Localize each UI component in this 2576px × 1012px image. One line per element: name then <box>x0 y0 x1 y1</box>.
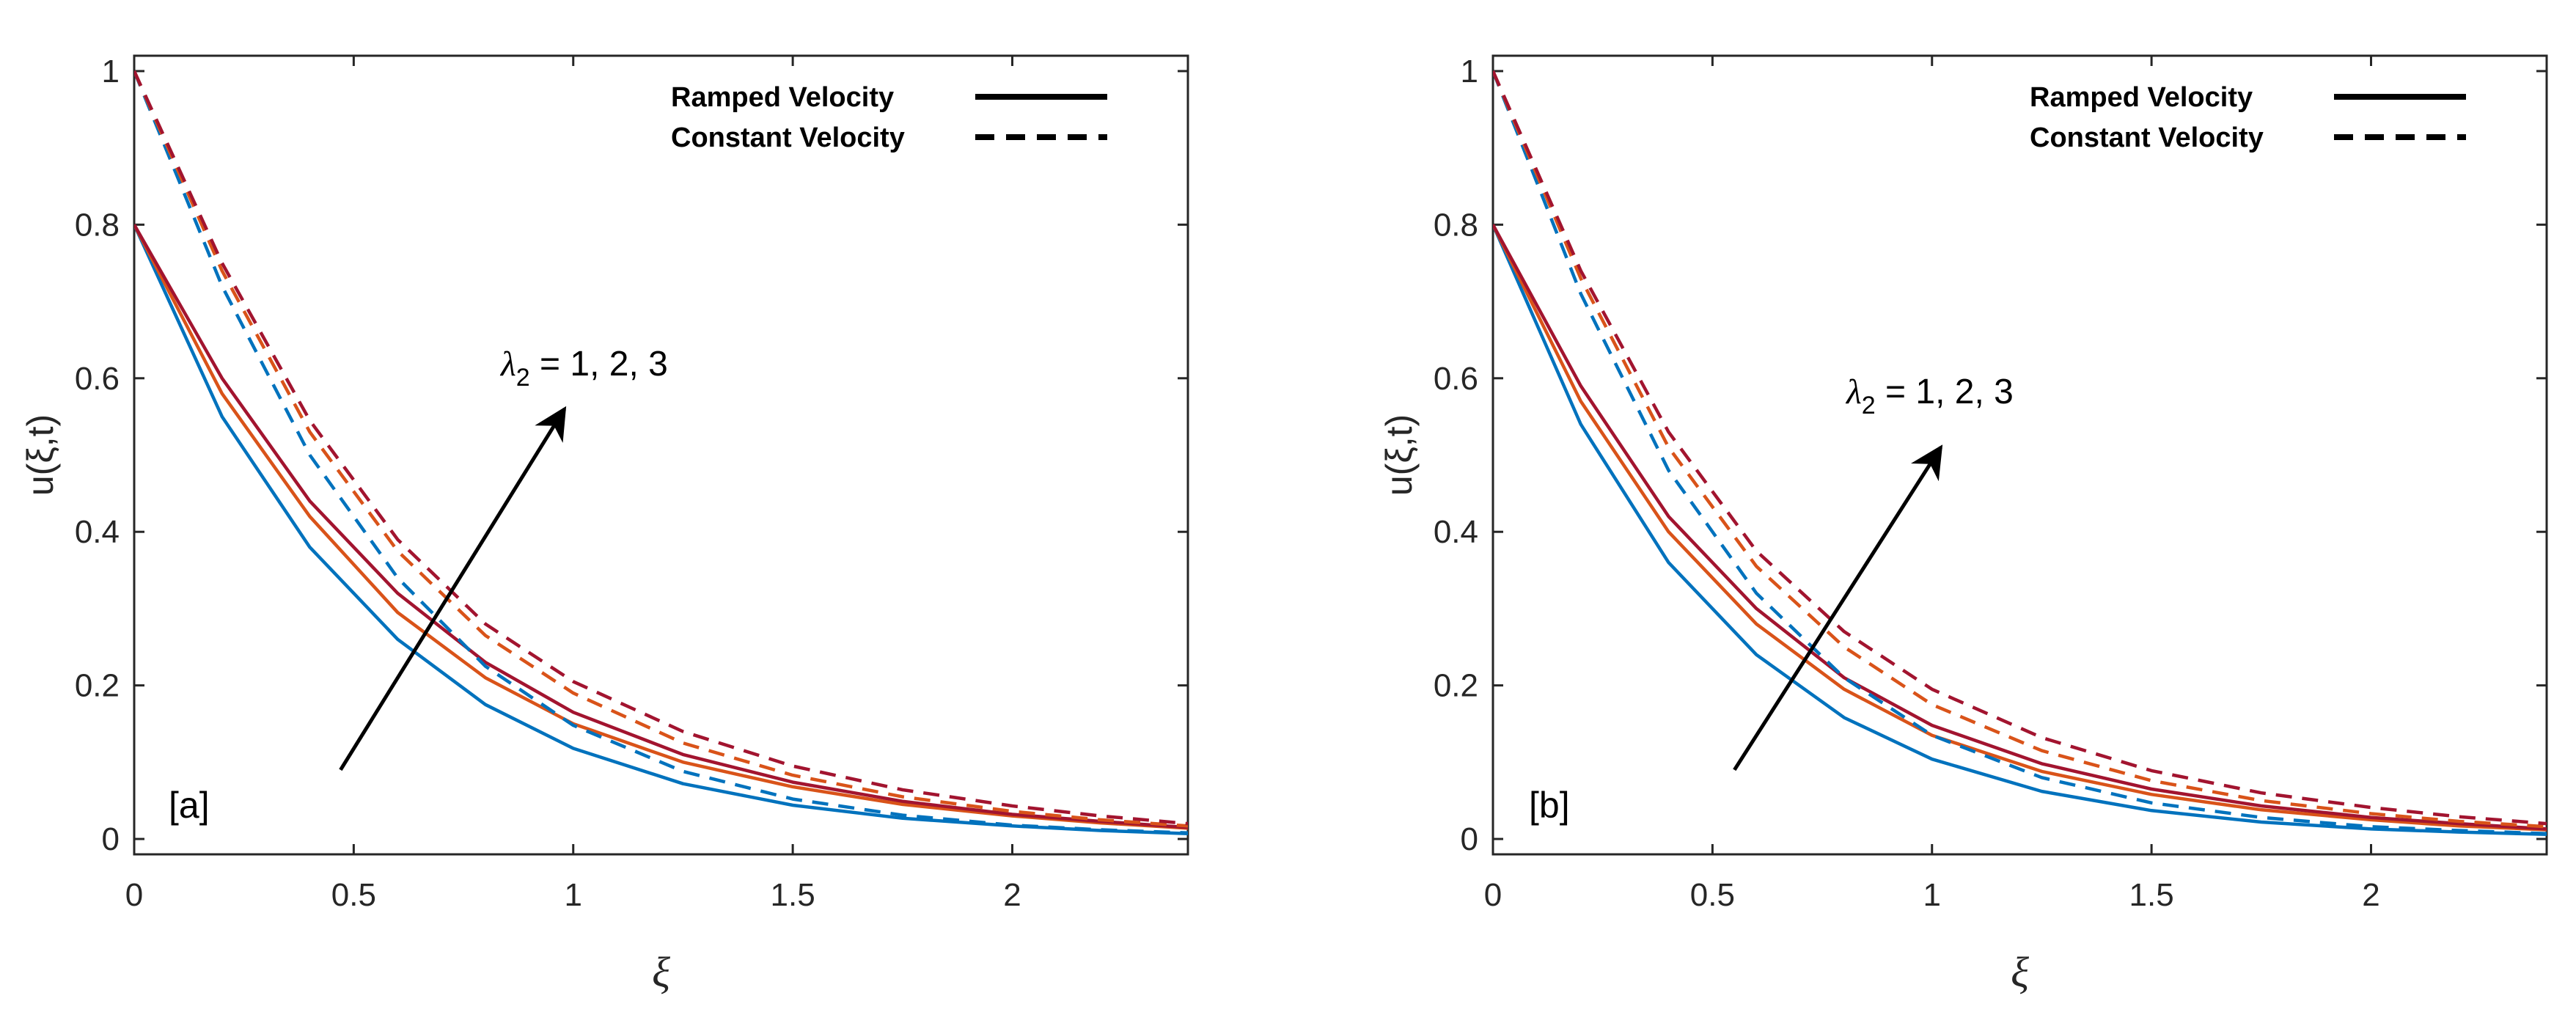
x-tick-label: 0 <box>1484 877 1502 913</box>
series-group <box>134 70 1188 835</box>
legend-label: Constant Velocity <box>671 122 905 153</box>
y-tick-label: 1 <box>102 54 120 89</box>
series-line-ramped <box>1493 224 2547 837</box>
series-line-ramped <box>134 224 1188 835</box>
annotation-label: λ2 = 1, 2, 3 <box>499 345 668 392</box>
annotation-label: λ2 = 1, 2, 3 <box>1845 373 2014 419</box>
y-tick-label: 0 <box>102 821 120 857</box>
series-line-constant <box>1493 70 2547 826</box>
y-tick-label: 0.6 <box>1434 361 1478 397</box>
annotation-values: = 1, 2, 3 <box>530 345 668 384</box>
annotation-subscript: 2 <box>1862 392 1876 419</box>
series-line-constant <box>134 70 1188 835</box>
annotation-arrow <box>339 406 567 771</box>
y-tick-label: 0.2 <box>75 668 120 704</box>
panel-label: [a] <box>169 785 210 826</box>
chart-panel-b: 0 0.5 1 1.5 2 0 0.2 0.4 0.6 0.8 1 ξ u(ξ,t) Ramped Vel… <box>1379 54 2548 996</box>
panels: 0 0.5 1 1.5 2 0 0.2 0.4 0.6 0.8 1 ξ u(ξ,t) Ramped Vel… <box>20 54 2548 996</box>
annotation-values: = 1, 2, 3 <box>1876 373 2014 411</box>
annotation-arrow <box>1733 444 1943 771</box>
x-tick-label: 1 <box>565 877 582 913</box>
y-axis-label: u(ξ,t) <box>20 414 61 496</box>
x-tick-label: 0.5 <box>1690 877 1735 913</box>
panel-label: [b] <box>1529 785 1570 826</box>
x-tick-label: 2 <box>1003 877 1021 913</box>
y-tick-label: 0.8 <box>75 207 120 243</box>
y-tick-label: 0.4 <box>1434 514 1478 550</box>
series-group <box>1493 70 2547 837</box>
series-line-ramped <box>1493 224 2547 831</box>
plot-frame <box>1491 54 2548 856</box>
chart-panel-a: 0 0.5 1 1.5 2 0 0.2 0.4 0.6 0.8 1 ξ u(ξ,t) Ramped Vel… <box>20 54 1189 996</box>
x-tick-label: 1.5 <box>2129 877 2174 913</box>
y-tick-label: 0.4 <box>75 514 120 550</box>
annotation-lambda: λ <box>499 345 516 384</box>
series-line-ramped <box>134 224 1188 829</box>
plot-frame <box>133 54 1189 856</box>
y-tick-label: 0.2 <box>1434 668 1478 704</box>
x-tick-label: 1 <box>1923 877 1941 913</box>
series-line-constant <box>134 70 1188 826</box>
legend-label: Constant Velocity <box>2030 122 2264 153</box>
x-axis-label: ξ <box>2011 948 2029 996</box>
y-tick-label: 1 <box>1461 54 1478 89</box>
x-axis-label: ξ <box>652 948 670 996</box>
y-axis-label: u(ξ,t) <box>1379 414 1420 496</box>
y-tick-label: 0 <box>1461 821 1478 857</box>
series-line-constant <box>134 70 1188 828</box>
x-tick-label: 2 <box>2362 877 2379 913</box>
y-tick-label: 0.8 <box>1434 207 1478 243</box>
y-tick-label: 0.6 <box>75 361 120 397</box>
x-tick-label: 0 <box>125 877 143 913</box>
series-line-constant <box>1493 70 2547 829</box>
series-line-constant <box>1493 70 2547 835</box>
x-tick-label: 0.5 <box>331 877 376 913</box>
x-tick-label: 1.5 <box>771 877 815 913</box>
legend-label: Ramped Velocity <box>671 82 894 113</box>
annotation-lambda: λ <box>1845 373 1862 411</box>
annotation-subscript: 2 <box>516 364 530 392</box>
series-line-ramped <box>134 224 1188 830</box>
series-line-ramped <box>1493 224 2547 832</box>
legend-label: Ramped Velocity <box>2030 82 2253 113</box>
